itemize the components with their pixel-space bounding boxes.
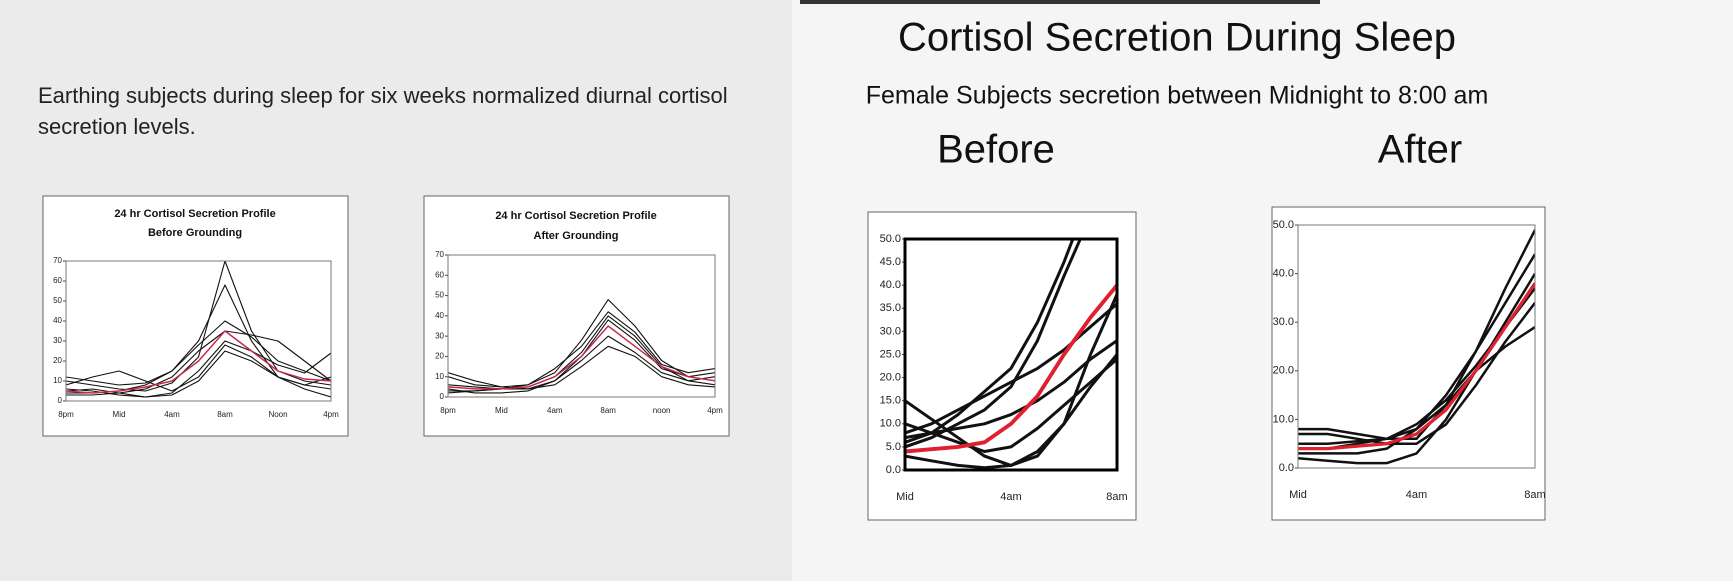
y-tick-label: 30.0: [880, 325, 901, 337]
y-tick-label: 20.0: [1273, 365, 1294, 377]
y-tick-label: 0.0: [1279, 462, 1294, 474]
x-tick-label: 4pm: [323, 410, 339, 419]
y-tick-label: 50.0: [880, 233, 901, 245]
y-tick-label: 50: [435, 291, 444, 300]
y-tick-label: 10: [53, 376, 62, 385]
y-tick-label: 30.0: [1273, 316, 1294, 328]
y-tick-label: 15.0: [880, 395, 901, 407]
x-tick-label: 8am: [1106, 491, 1127, 503]
y-tick-label: 40: [435, 311, 444, 320]
top-strip: [800, 0, 1320, 4]
y-tick-label: 45.0: [880, 256, 901, 268]
x-tick-label: 8pm: [58, 410, 74, 419]
plot-lines: [905, 239, 1117, 470]
chart-title: 24 hr Cortisol Secretion Profile: [114, 208, 275, 220]
right-title: Cortisol Secretion During Sleep: [898, 16, 1456, 60]
chart-subtitle: After Grounding: [534, 230, 619, 242]
y-tick-label: 60: [53, 276, 62, 285]
y-tick-label: 25.0: [880, 348, 901, 360]
series-line: [905, 239, 1082, 449]
chart-box: [867, 211, 1137, 521]
x-tick-label: 4am: [1406, 489, 1427, 501]
series-line: [66, 330, 331, 396]
series-line: [1298, 229, 1535, 441]
series-line: [1298, 282, 1535, 451]
series-line: [66, 330, 331, 394]
x-tick-label: noon: [653, 406, 671, 415]
chart-title: Before: [937, 128, 1055, 172]
y-tick-label: 0: [58, 396, 63, 405]
chart-box: [423, 195, 730, 437]
series-line: [66, 344, 331, 392]
series-line: [448, 335, 715, 394]
plot-frame: [903, 237, 1119, 472]
x-tick-label: 8am: [1524, 489, 1545, 501]
y-tick-label: 40.0: [1273, 268, 1294, 280]
y-tick-label: 30: [435, 331, 444, 340]
series-line: [905, 239, 1075, 444]
y-tick-label: 50.0: [1273, 219, 1294, 231]
x-tick-label: Mid: [495, 406, 508, 415]
plot-frame: [447, 254, 716, 398]
y-tick-label: 20: [53, 356, 62, 365]
series-line: [66, 320, 331, 386]
y-tick-label: 0: [440, 392, 445, 401]
plot-lines: [1298, 229, 1535, 465]
right-subtitle: Female Subjects secretion between Midnig…: [866, 82, 1489, 110]
y-tick-label: 50: [53, 296, 62, 305]
chart-title: After: [1378, 128, 1462, 172]
chart-box: [42, 195, 349, 437]
series-line: [905, 357, 1117, 453]
x-tick-label: 8pm: [440, 406, 456, 415]
left-text-box: Earthing subjects during sleep for six w…: [38, 83, 728, 139]
series-line: [905, 283, 1117, 454]
y-tick-label: 35.0: [880, 302, 901, 314]
y-tick-label: 20.0: [880, 372, 901, 384]
series-line: [905, 302, 1117, 435]
x-tick-label: 4am: [164, 410, 180, 419]
x-tick-label: Noon: [268, 410, 287, 419]
series-line: [905, 353, 1117, 470]
chart-subtitle: Before Grounding: [148, 227, 242, 239]
series-line: [448, 299, 715, 388]
x-tick-label: 8am: [600, 406, 616, 415]
series-line: [1298, 326, 1535, 445]
y-tick-label: 5.0: [886, 441, 901, 453]
y-tick-label: 10.0: [1273, 413, 1294, 425]
x-tick-label: Mid: [896, 491, 914, 503]
y-tick-label: 40.0: [880, 279, 901, 291]
x-tick-label: 8am: [217, 410, 233, 419]
y-tick-label: 10: [435, 372, 444, 381]
left-text: Earthing subjects during sleep for six w…: [38, 83, 728, 139]
chart-title: 24 hr Cortisol Secretion Profile: [495, 210, 656, 222]
series-line: [905, 339, 1117, 440]
x-tick-label: 4am: [547, 406, 563, 415]
y-tick-label: 60: [435, 270, 444, 279]
y-tick-label: 30: [53, 336, 62, 345]
x-tick-label: Mid: [113, 410, 126, 419]
y-tick-label: 0.0: [886, 464, 901, 476]
chart-box: [1271, 206, 1546, 521]
y-tick-label: 10.0: [880, 418, 901, 430]
x-tick-label: 4pm: [707, 406, 723, 415]
plot-lines: [66, 261, 331, 398]
y-tick-label: 40: [53, 316, 62, 325]
y-tick-label: 70: [435, 250, 444, 259]
plot-lines: [448, 299, 715, 394]
series-line: [448, 325, 715, 390]
x-tick-label: 4am: [1000, 491, 1021, 503]
plot-frame: [65, 260, 332, 402]
y-tick-label: 70: [53, 256, 62, 265]
y-tick-label: 20: [435, 352, 444, 361]
x-tick-label: Mid: [1289, 489, 1307, 501]
plot-frame: [1297, 224, 1536, 469]
